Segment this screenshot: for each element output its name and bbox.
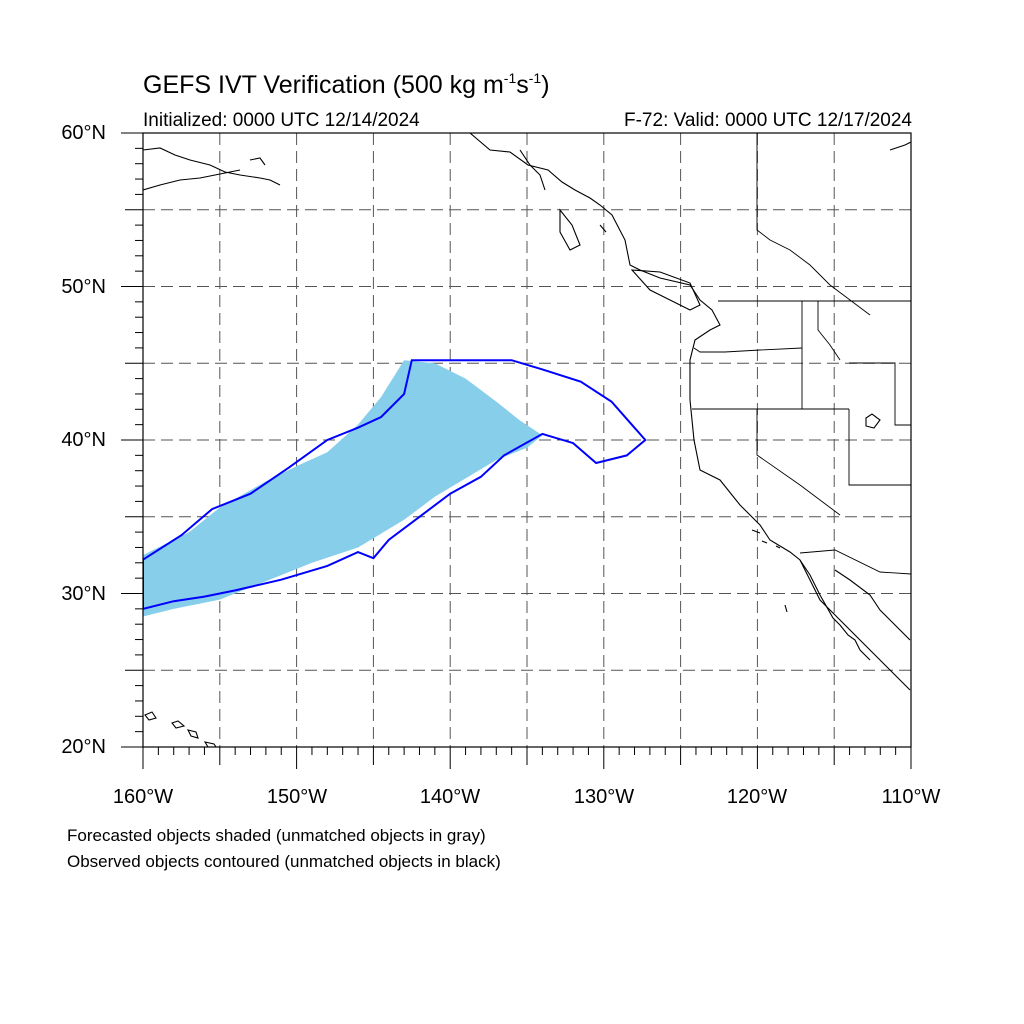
lon-label-130w: 130°W bbox=[573, 786, 635, 808]
lat-label-40: 40°N bbox=[61, 429, 106, 451]
axis-ticks bbox=[121, 132, 912, 769]
lat-label-20: 20°N bbox=[61, 736, 106, 758]
observed-object-contour bbox=[143, 359, 647, 610]
lon-label-160w: 160°W bbox=[112, 786, 174, 808]
forecast-legend-note: Forecasted objects shaded (unmatched obj… bbox=[67, 826, 486, 845]
lon-label-150w: 150°W bbox=[266, 786, 328, 808]
map-title: GEFS IVT Verification (500 kg m-1s-1) bbox=[143, 70, 550, 99]
init-time-label: Initialized: 0000 UTC 12/14/2024 bbox=[143, 110, 420, 131]
valid-time-label: F-72: Valid: 0000 UTC 12/17/2024 bbox=[624, 110, 912, 131]
lat-label-50: 50°N bbox=[61, 276, 106, 298]
lon-label-120w: 120°W bbox=[726, 786, 788, 808]
lat-label-30: 30°N bbox=[61, 583, 106, 605]
coastlines bbox=[143, 133, 911, 747]
observed-legend-note: Observed objects contoured (unmatched ob… bbox=[67, 852, 501, 871]
forecast-object bbox=[143, 360, 543, 617]
plot-frame bbox=[142, 132, 912, 748]
lon-label-140w: 140°W bbox=[419, 786, 481, 808]
lat-label-60: 60°N bbox=[61, 122, 106, 144]
lon-label-110w: 110°W bbox=[881, 786, 941, 808]
political-boundaries bbox=[692, 133, 911, 575]
